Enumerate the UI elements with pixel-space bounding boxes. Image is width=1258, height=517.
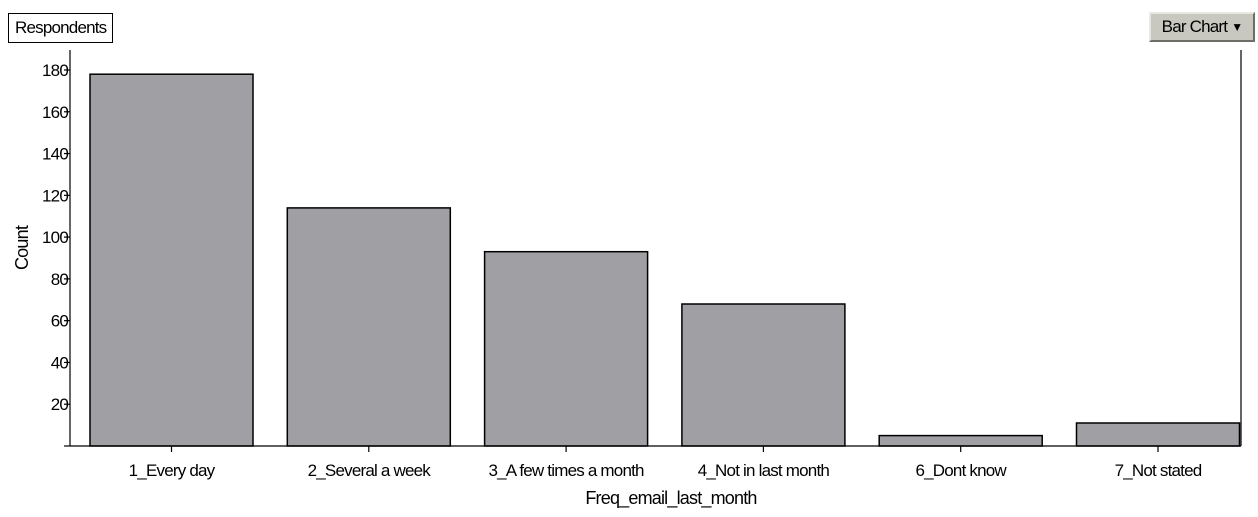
y-axis-title: Count bbox=[12, 225, 32, 270]
y-tick-label: 20 bbox=[51, 395, 69, 414]
x-tick-label: 3_A few times a month bbox=[489, 461, 645, 480]
bar bbox=[1075, 422, 1241, 447]
x-tick-label: 6_Dont know bbox=[915, 461, 1007, 480]
x-tick-label: 7_Not stated bbox=[1115, 461, 1202, 480]
y-tick-label: 60 bbox=[51, 312, 69, 331]
x-axis-title: Freq_email_last_month bbox=[585, 488, 756, 509]
labels-layer: 1_Every day 2_Several a week 3_A few times… bbox=[12, 61, 1203, 509]
bars-layer bbox=[89, 73, 1241, 447]
y-tick-label: 140 bbox=[42, 145, 68, 164]
y-tick-label: 120 bbox=[42, 186, 68, 205]
chart-type-dropdown[interactable]: Bar Chart ▼ bbox=[1149, 12, 1255, 42]
bar bbox=[286, 207, 452, 447]
y-tick-label: 40 bbox=[51, 353, 69, 372]
dataset-tag-label: Respondents bbox=[15, 18, 107, 37]
x-tick-label: 1_Every day bbox=[129, 461, 216, 480]
y-tick-label: 100 bbox=[42, 228, 68, 247]
y-tick-label: 80 bbox=[51, 270, 69, 289]
bar bbox=[89, 73, 254, 447]
bar bbox=[483, 250, 649, 447]
y-tick-label: 180 bbox=[42, 61, 68, 80]
y-tick-label: 160 bbox=[42, 103, 68, 122]
bar bbox=[878, 434, 1043, 447]
axes-layer bbox=[64, 50, 1242, 452]
x-tick-label: 2_Several a week bbox=[308, 461, 432, 480]
x-tick-label: 4_Not in last month bbox=[698, 461, 830, 480]
caret-down-icon: ▼ bbox=[1231, 20, 1243, 34]
chart-type-label: Bar Chart bbox=[1161, 17, 1228, 36]
dataset-tag: Respondents bbox=[8, 13, 114, 43]
bar bbox=[681, 303, 846, 447]
